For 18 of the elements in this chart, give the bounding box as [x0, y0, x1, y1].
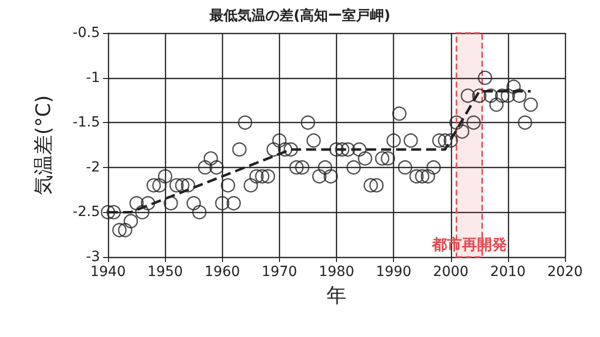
y-tick-label: -1.5 — [72, 114, 100, 131]
x-tick-label: 1950 — [147, 264, 183, 280]
x-tick-label: 1960 — [204, 264, 240, 280]
y-tick-label: -3 — [86, 249, 100, 265]
x-tick-label: 2020 — [547, 264, 583, 280]
y-tick-label: -2.5 — [72, 204, 100, 220]
y-tick-label: -1 — [86, 70, 100, 86]
x-tick-label: 1980 — [318, 264, 354, 280]
y-axis-title: 気温差(°C) — [31, 95, 55, 195]
x-tick-label: 1940 — [90, 264, 126, 280]
x-tick-label: 1990 — [376, 264, 412, 280]
y-tick-label: -2 — [86, 159, 100, 176]
y-tick-label: -0.5 — [72, 25, 100, 41]
x-tick-label: 1970 — [262, 264, 298, 280]
chart-title: 最低気温の差(高知ー室戸岬) — [208, 7, 390, 24]
x-axis-title: 年 — [326, 283, 346, 307]
x-tick-label: 2010 — [490, 264, 526, 280]
x-tick-label: 2000 — [432, 264, 469, 280]
